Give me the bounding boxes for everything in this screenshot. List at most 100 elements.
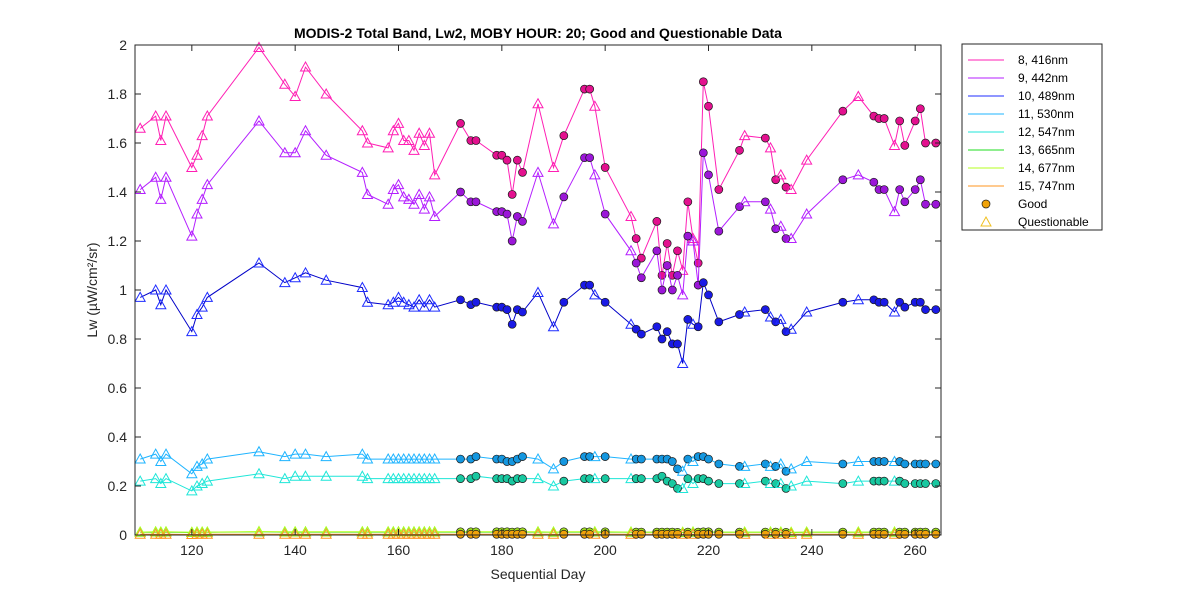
good-point	[900, 302, 910, 312]
series-8	[134, 41, 941, 280]
legend-questionable-marker	[980, 215, 992, 227]
good-point	[636, 529, 646, 539]
questionable-point	[149, 171, 162, 182]
questionable-point	[278, 472, 291, 484]
questionable-point	[800, 528, 813, 539]
good-point	[600, 209, 610, 219]
good-point	[838, 297, 848, 307]
questionable-point	[774, 168, 787, 180]
good-point	[652, 322, 662, 332]
good-point	[879, 476, 889, 486]
questionable-point	[738, 460, 751, 471]
good-point	[456, 454, 465, 464]
questionable-point	[154, 134, 167, 146]
questionable-point	[191, 479, 203, 491]
questionable-point	[160, 283, 172, 295]
questionable-point	[253, 525, 265, 537]
legend-label: 14, 677nm	[1018, 161, 1075, 175]
questionable-point	[154, 455, 167, 466]
questionable-point	[320, 470, 333, 481]
good-point	[471, 297, 481, 307]
legend-label: 15, 747nm	[1018, 179, 1075, 193]
good-point	[910, 185, 920, 194]
questionable-point	[800, 306, 813, 317]
questionable-point	[625, 244, 637, 256]
questionable-point	[547, 479, 560, 491]
good-point	[879, 297, 889, 307]
questionable-point	[676, 465, 689, 476]
questionable-point	[687, 477, 699, 489]
questionable-point	[423, 127, 436, 138]
questionable-point	[625, 318, 637, 329]
questionable-point	[191, 208, 203, 219]
good-point	[900, 141, 910, 150]
x-tick-label: 120	[180, 542, 204, 558]
y-axis: 0 0.2 0.4 0.6 0.8 1 1.2 1.4 1.6 1.8 2	[108, 37, 941, 543]
questionable-point	[852, 475, 865, 486]
questionable-point	[423, 293, 436, 305]
questionable-point	[289, 271, 302, 283]
questionable-point	[361, 188, 374, 199]
good-point	[518, 217, 527, 226]
questionable-point	[408, 144, 420, 155]
questionable-point	[191, 308, 203, 319]
questionable-point	[356, 281, 369, 293]
legend-label: 12, 547nm	[1018, 125, 1075, 139]
good-point	[704, 476, 713, 486]
questionable-point	[320, 528, 333, 539]
legend-label: Good	[1018, 197, 1047, 211]
good-point	[714, 459, 724, 469]
good-point	[662, 261, 672, 270]
good-point	[838, 479, 848, 488]
y-tick-label: 0	[119, 527, 127, 543]
questionable-point	[201, 291, 214, 302]
questionable-point	[361, 296, 374, 307]
good-point	[456, 187, 465, 197]
x-tick-label: 240	[800, 542, 824, 558]
good-point	[931, 305, 941, 314]
questionable-point	[785, 462, 798, 474]
questionable-point	[289, 528, 302, 539]
questionable-point	[764, 203, 777, 214]
good-point	[502, 305, 512, 314]
good-point	[507, 190, 517, 199]
good-point	[895, 185, 905, 194]
questionable-point	[361, 136, 374, 148]
legend-box	[961, 43, 1103, 231]
good-point	[879, 529, 889, 539]
questionable-point	[785, 232, 798, 244]
questionable-point	[418, 301, 431, 312]
questionable-point	[382, 198, 395, 209]
questionable-point	[160, 528, 172, 539]
questionable-point	[888, 139, 901, 150]
good-point	[910, 116, 920, 126]
series-layer	[134, 41, 941, 540]
good-point	[518, 168, 527, 177]
good-point	[518, 452, 527, 461]
good-point	[735, 146, 744, 155]
good-point	[631, 258, 641, 268]
good-point	[921, 138, 930, 148]
y-tick-label: 1.4	[108, 184, 128, 200]
y-tick-label: 0.8	[108, 331, 128, 347]
questionable-point	[320, 274, 333, 285]
questionable-point	[356, 124, 369, 136]
questionable-point	[185, 467, 198, 479]
questionable-point	[361, 472, 374, 484]
questionable-point	[676, 288, 689, 300]
x-tick-label: 220	[697, 542, 721, 558]
questionable-point	[423, 190, 436, 202]
good-point	[471, 529, 481, 539]
questionable-point	[588, 100, 601, 111]
good-point	[683, 454, 693, 464]
questionable-point	[149, 448, 162, 459]
questionable-point	[278, 528, 291, 539]
questionable-point	[888, 306, 901, 317]
questionable-point	[687, 455, 699, 466]
good-point	[931, 199, 941, 209]
questionable-point	[320, 149, 333, 160]
legend: 8, 416nm 9, 442nm 10, 489nm 11, 530nm 12, 54…	[961, 43, 1103, 231]
questionable-point	[356, 166, 369, 177]
questionable-point	[185, 161, 198, 172]
